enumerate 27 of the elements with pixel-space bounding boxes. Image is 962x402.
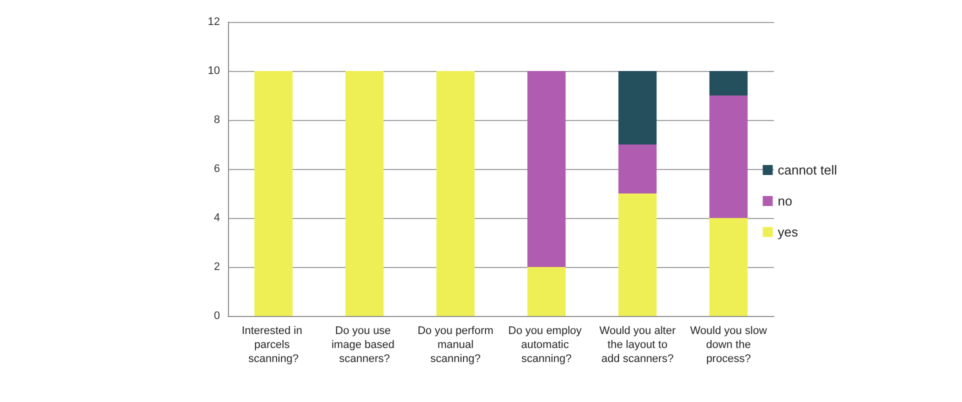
bar [345, 71, 384, 316]
y-tick-label: 4 [214, 212, 220, 224]
y-tick-label: 12 [208, 16, 220, 28]
x-tick-label: Would you alter the layout to add scanners? [599, 325, 676, 365]
x-tick-label: Do you employ automatic scanning? [508, 325, 585, 365]
bar [436, 71, 475, 316]
y-tick-label: 8 [214, 114, 220, 126]
bar [709, 96, 748, 218]
legend-label: yes [778, 224, 798, 240]
x-tick-label: Do you perform manual scanning? [418, 325, 494, 365]
bar [527, 267, 566, 316]
bar [618, 144, 657, 194]
y-tick-label: 0 [214, 310, 220, 322]
y-tick-label: 2 [214, 261, 220, 273]
x-tick-label: Do you use image based scanners? [331, 325, 398, 365]
x-tick-label: Would you slow down the process? [690, 325, 767, 365]
legend-label: cannot tell [778, 162, 838, 178]
bar [709, 218, 748, 316]
bar [254, 71, 293, 316]
bar [618, 194, 657, 316]
legend-label: no [778, 194, 792, 208]
bar [618, 71, 657, 144]
y-tick-label: 6 [214, 163, 220, 175]
bar [527, 71, 566, 267]
y-tick-label: 10 [208, 65, 220, 77]
x-tick-label: Interested in parcels scanning? [242, 325, 306, 365]
bar [709, 71, 748, 96]
